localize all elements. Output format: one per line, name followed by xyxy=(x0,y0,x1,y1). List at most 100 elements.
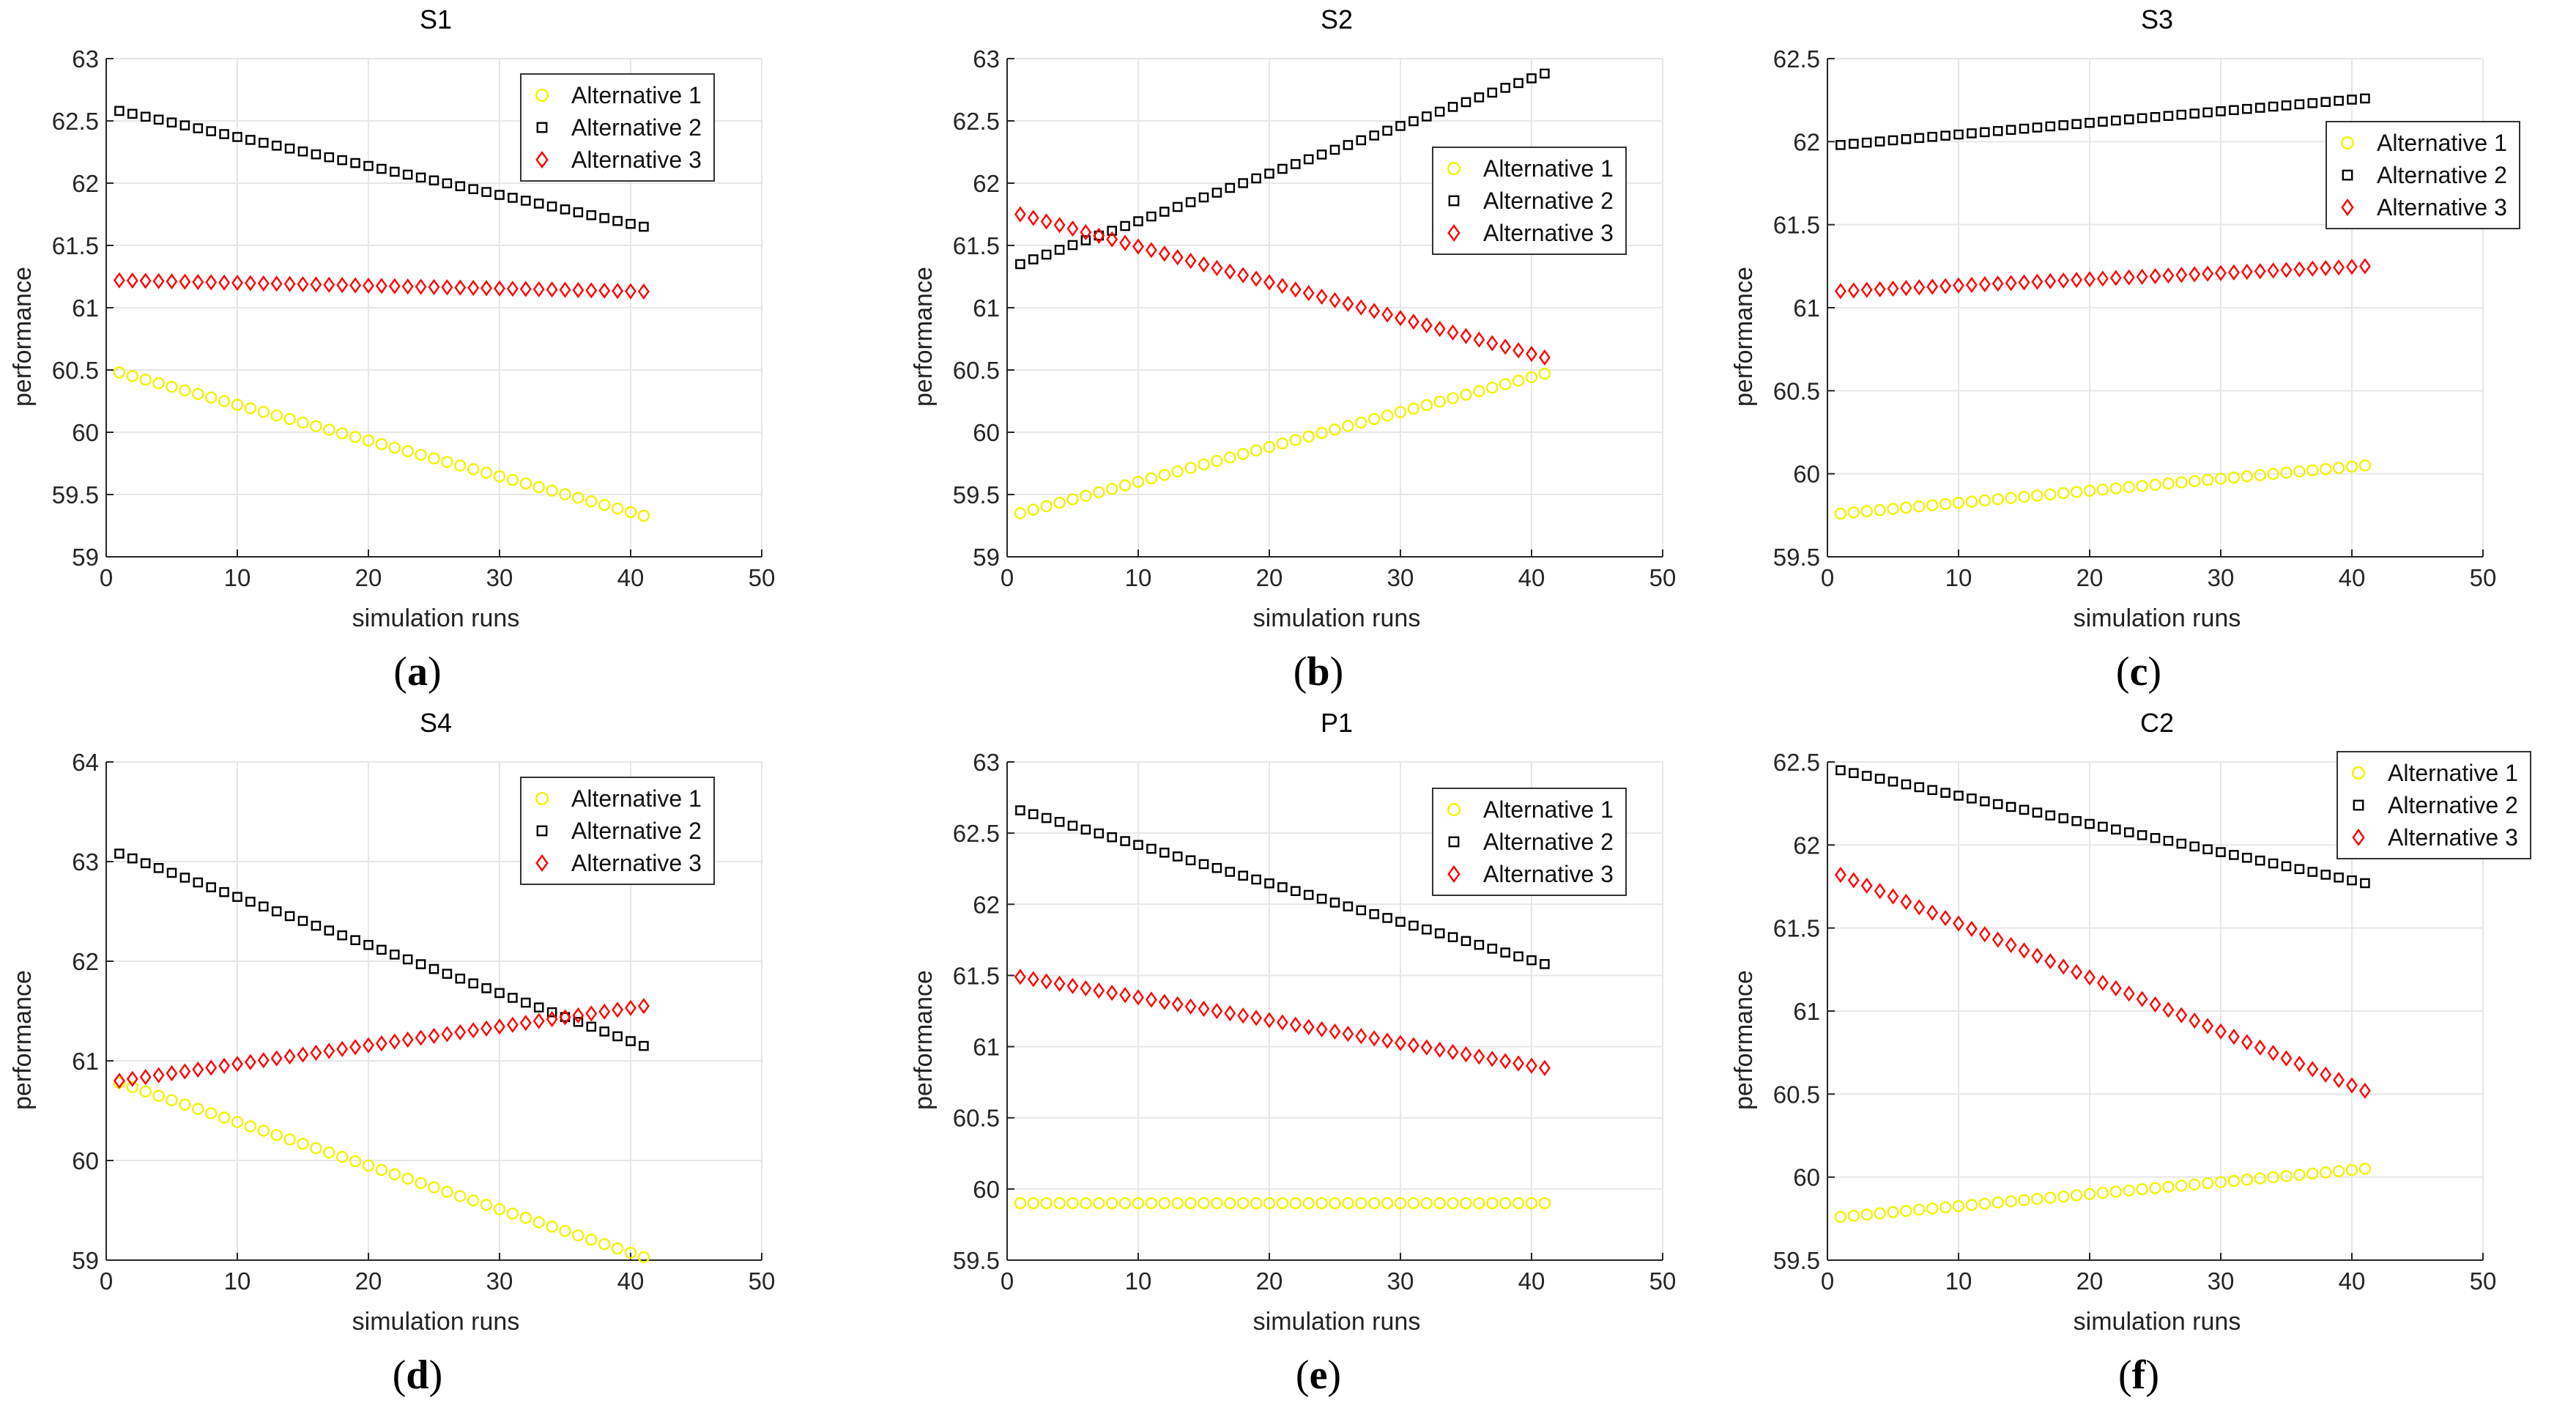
data-point-circle xyxy=(2096,1186,2109,1199)
data-point-diamond xyxy=(1874,281,1886,297)
y-tick-label: 63 xyxy=(973,45,1000,73)
data-point-square xyxy=(1303,154,1314,165)
data-point-diamond xyxy=(1913,279,1926,296)
legend-square-mark xyxy=(536,122,548,133)
data-point-circle xyxy=(335,427,349,440)
data-point-circle xyxy=(2070,486,2083,498)
data-point-circle xyxy=(2083,1188,2096,1201)
data-point-diamond xyxy=(270,275,283,292)
x-tick-label: 30 xyxy=(2208,1267,2235,1295)
data-point-square xyxy=(1513,951,1523,962)
x-axis-label: simulation runs xyxy=(352,1308,520,1336)
data-point-diamond xyxy=(375,278,387,295)
data-point-diamond xyxy=(2215,264,2227,281)
data-point-circle xyxy=(1014,1197,1027,1210)
data-point-diamond xyxy=(2215,1023,2227,1040)
data-point-diamond xyxy=(415,278,427,295)
data-point-circle xyxy=(1093,1197,1105,1210)
data-point-diamond xyxy=(388,1033,401,1050)
data-point-circle xyxy=(166,1094,178,1106)
data-point-diamond xyxy=(612,283,624,300)
data-point-diamond xyxy=(1992,275,2004,292)
data-point-circle xyxy=(624,1246,637,1259)
data-point-diamond xyxy=(494,1018,505,1035)
data-point-circle xyxy=(519,1212,532,1224)
data-point-circle xyxy=(1874,1207,1886,1220)
x-tick-label: 10 xyxy=(1945,1267,1972,1295)
figure-caption: (f) xyxy=(2118,1352,2159,1398)
data-point-diamond xyxy=(257,275,270,292)
data-point-diamond xyxy=(126,272,138,289)
data-point-diamond xyxy=(585,1005,598,1022)
data-point-diamond xyxy=(1526,346,1537,363)
data-point-diamond xyxy=(1486,1051,1499,1067)
y-tick-label: 59 xyxy=(973,544,1000,571)
legend-symbol-svg xyxy=(2340,136,2355,150)
data-point-circle xyxy=(1847,1210,1860,1222)
data-point-diamond xyxy=(480,1020,493,1037)
data-point-square xyxy=(271,906,282,917)
legend-diamond-mark xyxy=(535,854,549,873)
data-point-square xyxy=(390,166,400,177)
chart-legend: Alternative 1 Alternative 2 Alternative … xyxy=(520,73,715,182)
data-point-diamond xyxy=(1302,1018,1315,1035)
data-point-square xyxy=(1080,824,1091,835)
data-point-square xyxy=(1067,821,1078,831)
data-point-diamond xyxy=(428,1027,440,1045)
data-point-diamond xyxy=(2254,1039,2266,1056)
data-point-diamond xyxy=(2149,267,2161,284)
data-point-circle xyxy=(2227,1174,2241,1187)
figure-caption: (a) xyxy=(393,649,442,695)
data-point-diamond xyxy=(1171,996,1184,1013)
data-point-circle xyxy=(2175,1180,2188,1192)
legend-diamond-mark xyxy=(2352,828,2365,847)
data-point-square xyxy=(2005,125,2016,136)
data-point-diamond xyxy=(152,273,165,289)
data-point-diamond xyxy=(1526,1057,1537,1074)
data-point-diamond xyxy=(310,1044,322,1062)
data-point-circle xyxy=(218,395,231,407)
data-point-square xyxy=(1888,776,1898,787)
data-point-square xyxy=(2307,867,2318,877)
x-axis-label: simulation runs xyxy=(1252,1308,1421,1336)
y-tick-label: 61 xyxy=(72,295,99,322)
data-point-square xyxy=(1356,905,1367,916)
legend-symbol-svg xyxy=(535,150,549,169)
data-point-circle xyxy=(204,391,218,404)
data-point-circle xyxy=(362,1159,375,1172)
data-point-diamond xyxy=(2293,261,2306,278)
data-point-diamond xyxy=(1407,314,1419,330)
data-point-circle xyxy=(1512,1197,1525,1210)
data-point-square xyxy=(612,215,623,226)
data-point-diamond xyxy=(1184,998,1197,1015)
chart-panel-a: S1 0 10 20 30 40 50 59 59.5 60 60.5 61 61.5 62 62.5 63… xyxy=(0,0,850,703)
legend-entry-alt3: Alternative 3 xyxy=(1441,858,1614,890)
chart-title: S1 xyxy=(419,4,453,34)
data-point-circle xyxy=(506,1207,519,1220)
y-tick-label: 62 xyxy=(1793,832,1820,859)
data-point-circle xyxy=(428,452,440,464)
data-point-diamond xyxy=(2320,259,2332,276)
data-point-square xyxy=(376,163,387,174)
data-point-circle xyxy=(388,1168,401,1181)
data-point-square xyxy=(1369,130,1379,141)
legend-diamond-mark xyxy=(2341,198,2354,217)
square-marker-icon xyxy=(529,114,555,141)
data-point-diamond xyxy=(1965,920,1978,937)
y-tick-label: 62.5 xyxy=(52,108,99,135)
legend-square-mark xyxy=(1448,836,1460,848)
data-point-circle xyxy=(283,412,296,426)
data-point-square xyxy=(2058,813,2068,823)
data-point-square xyxy=(179,120,190,130)
data-point-diamond xyxy=(2346,1077,2358,1094)
data-point-circle xyxy=(2280,466,2293,479)
data-point-square xyxy=(1041,249,1052,260)
data-point-square xyxy=(521,196,531,206)
legend-entry-alt1: Alternative 1 xyxy=(529,79,702,111)
data-point-square xyxy=(324,152,335,163)
data-point-circle xyxy=(1913,500,1926,513)
legend-symbol-svg xyxy=(1447,161,1461,176)
y-tick-label: 62 xyxy=(973,891,1000,918)
data-point-circle xyxy=(2254,1172,2266,1185)
data-point-circle xyxy=(454,459,467,472)
